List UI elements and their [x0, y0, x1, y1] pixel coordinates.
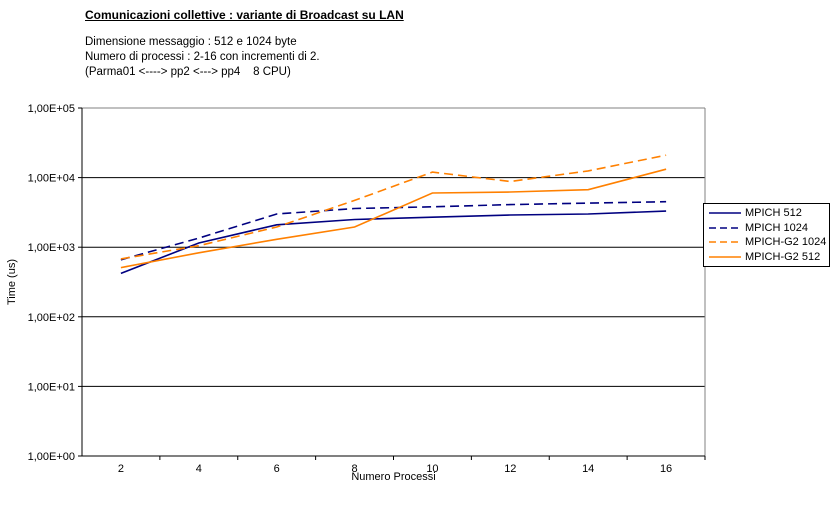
legend-label: MPICH-G2 1024: [745, 236, 827, 249]
y-tick-label: 1,00E+03: [28, 242, 75, 254]
series-line-mpich-512: [120, 210, 667, 275]
legend-item: MPICH 512: [708, 206, 829, 220]
subtitle-process-count: Numero di processi : 2-16 con incrementi…: [85, 51, 320, 63]
x-tick-label: 16: [660, 463, 672, 475]
legend-item: MPICH 1024: [708, 221, 829, 235]
subtitle-message-size: Dimensione messaggio : 512 e 1024 byte: [85, 36, 297, 48]
y-tick-label: 1,00E+01: [28, 381, 75, 393]
x-tick-label: 8: [352, 463, 358, 475]
y-axis-title: Time (us): [6, 258, 18, 306]
legend-line-swatch-icon: [709, 255, 741, 258]
series-line-mpich-g2-1024: [120, 154, 667, 260]
x-tick-label: 14: [582, 463, 594, 475]
y-tick-label: 1,00E+02: [28, 312, 75, 324]
legend: MPICH 512 MPICH 1024 MPICH-G2 1024 MPICH-G2…: [703, 203, 830, 267]
x-tick-label: 10: [426, 463, 438, 475]
legend-line-swatch-icon: [709, 241, 741, 244]
series-line-mpich-g2-512: [120, 168, 667, 269]
legend-label: MPICH 1024: [745, 221, 808, 234]
chart-title: Comunicazioni collettive : variante di B…: [85, 8, 404, 22]
legend-line-swatch-icon: [709, 226, 741, 229]
legend-line-swatch-icon: [709, 212, 741, 215]
legend-label: MPICH-G2 512: [745, 250, 821, 263]
y-tick-label: 1,00E+04: [28, 173, 75, 185]
x-tick-label: 4: [196, 463, 202, 475]
x-axis-title: Numero Processi: [351, 471, 436, 483]
x-tick-label: 12: [504, 463, 516, 475]
x-tick-label: 2: [118, 463, 124, 475]
y-tick-label: 1,00E+00: [28, 451, 75, 463]
legend-item: MPICH-G2 512: [708, 250, 829, 264]
x-tick-label: 6: [274, 463, 280, 475]
legend-item: MPICH-G2 1024: [708, 235, 829, 249]
subtitle-hosts: (Parma01 <----> pp2 <---> pp4 8 CPU): [85, 66, 291, 78]
legend-label: MPICH 512: [745, 207, 802, 220]
y-tick-label: 1,00E+05: [28, 103, 75, 115]
